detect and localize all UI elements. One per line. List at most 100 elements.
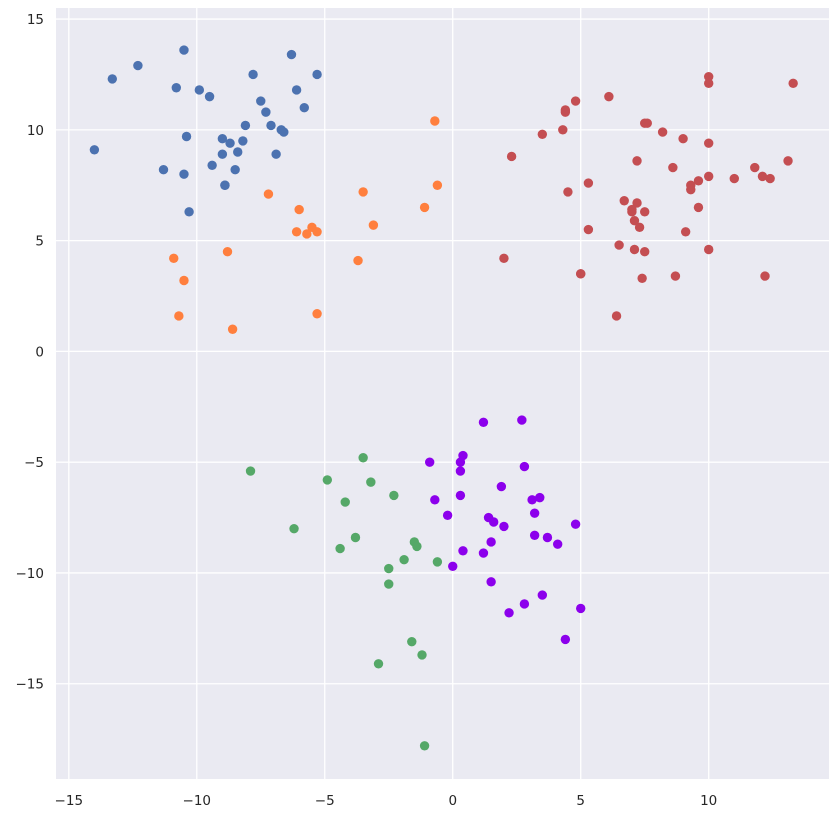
scatter-point <box>430 116 440 126</box>
y-tick-label: 0 <box>35 344 44 360</box>
scatter-point <box>757 171 768 182</box>
scatter-point <box>312 227 322 237</box>
scatter-point <box>632 156 642 166</box>
scatter-point <box>350 532 361 543</box>
axis-ticks: −15 −10 −5 0 5 10 −15 −10 −5 0 5 10 15 <box>16 12 718 809</box>
scatter-point <box>256 96 266 106</box>
scatter-point <box>627 204 637 215</box>
scatter-series-2 <box>169 116 443 334</box>
scatter-point <box>291 85 302 95</box>
scatter-point <box>552 539 563 549</box>
scatter-point <box>289 523 299 534</box>
scatter-point <box>184 207 194 217</box>
scatter-point <box>220 180 230 190</box>
scatter-point <box>299 102 309 113</box>
scatter-point <box>158 165 169 175</box>
scatter-point <box>703 244 714 255</box>
scatter-point <box>455 490 466 501</box>
scatter-point <box>248 69 258 80</box>
scatter-point <box>174 311 184 321</box>
scatter-point <box>384 563 394 574</box>
scatter-point <box>366 477 376 487</box>
scatter-point <box>537 590 548 600</box>
scatter-point <box>181 131 192 142</box>
x-tick-label: −10 <box>183 793 212 809</box>
scatter-point <box>760 271 770 281</box>
scatter-point <box>417 650 427 660</box>
scatter-point <box>619 196 629 206</box>
scatter-point <box>519 599 530 609</box>
scatter-point <box>542 532 553 543</box>
scatter-point <box>240 120 251 131</box>
grid-lines <box>56 8 829 779</box>
x-tick-label: −5 <box>315 793 335 809</box>
scatter-point <box>419 202 430 213</box>
scatter-point <box>504 608 514 618</box>
scatter-point <box>703 171 714 182</box>
scatter-point <box>107 74 118 84</box>
scatter-point <box>486 537 496 547</box>
scatter-point <box>179 169 189 179</box>
scatter-point <box>535 492 545 503</box>
x-tick-label: −15 <box>55 793 84 809</box>
scatter-point <box>640 207 650 217</box>
scatter-point <box>563 187 573 197</box>
scatter-point <box>558 125 568 135</box>
scatter-point <box>765 173 775 184</box>
scatter-point <box>432 557 443 567</box>
scatter-point <box>750 162 760 173</box>
scatter-point <box>570 96 581 106</box>
scatter-point <box>668 162 678 173</box>
scatter-point <box>171 83 182 93</box>
x-tick-label: 0 <box>448 793 457 809</box>
scatter-point <box>368 220 379 230</box>
scatter-point <box>279 127 289 137</box>
scatter-point <box>169 253 179 264</box>
scatter-point <box>680 227 691 237</box>
y-tick-label: 15 <box>27 12 44 28</box>
scatter-point <box>576 269 586 279</box>
plot-area <box>56 8 829 779</box>
scatter-point <box>261 107 271 117</box>
scatter-point <box>312 69 322 80</box>
scatter-point <box>204 91 215 102</box>
scatter-point <box>729 173 739 184</box>
scatter-point <box>358 453 368 463</box>
scatter-point <box>458 450 468 461</box>
scatter-point <box>389 490 399 501</box>
scatter-point <box>412 541 422 552</box>
scatter-point <box>506 151 517 162</box>
scatter-point <box>263 189 274 199</box>
scatter-point <box>432 180 443 190</box>
scatter-point <box>179 275 189 286</box>
scatter-series-1 <box>89 45 322 217</box>
scatter-point <box>583 178 594 188</box>
scatter-point <box>634 222 645 233</box>
scatter-point <box>238 136 248 146</box>
scatter-point <box>399 554 409 565</box>
scatter-point <box>458 546 468 556</box>
scatter-point <box>529 530 540 540</box>
scatter-point <box>207 160 217 171</box>
scatter-point <box>194 85 205 95</box>
scatter-point <box>560 105 571 115</box>
scatter-point <box>227 324 238 334</box>
data-points <box>89 45 798 751</box>
scatter-point <box>266 120 276 131</box>
scatter-point <box>703 138 714 148</box>
scatter-point <box>570 519 581 529</box>
scatter-point <box>537 129 548 139</box>
scatter-point <box>430 495 440 505</box>
scatter-point <box>407 636 417 647</box>
scatter-point <box>640 247 650 257</box>
scatter-point <box>322 475 333 485</box>
scatter-point <box>670 271 681 281</box>
scatter-point <box>294 204 304 215</box>
scatter-point <box>629 244 640 255</box>
scatter-point <box>455 466 466 476</box>
scatter-point <box>604 91 614 102</box>
scatter-point <box>703 78 714 89</box>
scatter-point <box>686 180 696 190</box>
scatter-point <box>335 543 345 554</box>
